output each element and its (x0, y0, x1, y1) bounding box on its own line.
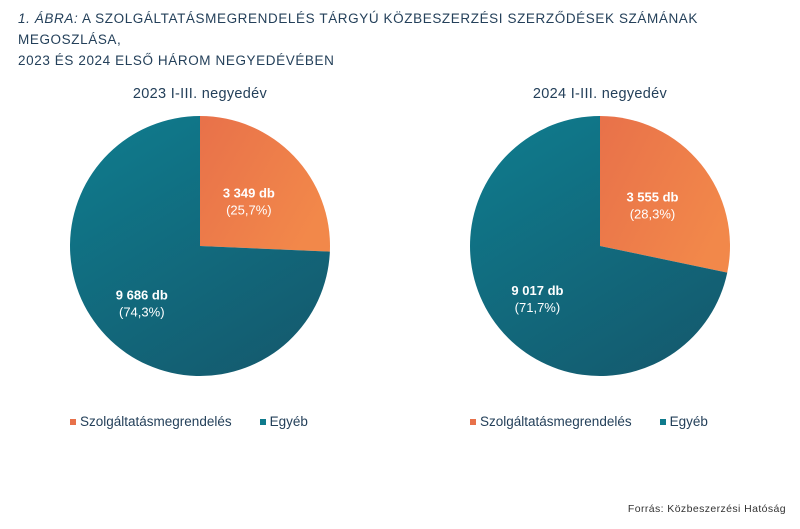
legend-swatch-other (659, 418, 666, 425)
legend-2024: Szolgáltatásmegrendelés Egyéb (470, 414, 708, 429)
source-note: Forrás: Közbeszerzési Hatóság (627, 503, 786, 515)
slice-count-label-service: 3 555 db (626, 189, 678, 204)
pie-slice-other (470, 116, 728, 376)
slice-count-label-service: 3 349 db (223, 185, 275, 200)
slice-count-label-other: 9 017 db (511, 283, 563, 298)
figure-title: 1. ábra: a szolgáltatásmegrendelés tárgy… (18, 8, 788, 71)
pie-slice-service (200, 116, 331, 252)
legend-swatch-service (470, 418, 476, 425)
figure-title-line-2: 2023 és 2024 első három negyedévében (18, 53, 335, 68)
slice-count-label-other: 9 686 db (116, 288, 168, 303)
legend-label-service: Szolgáltatásmegrendelés (480, 414, 632, 429)
pie-slice-other (70, 116, 330, 376)
chart-title-2023: 2023 I-III. negyedév (132, 86, 268, 102)
slice-percent-label-service: (28,3%) (630, 206, 676, 221)
legend-label-other: Egyéb (669, 414, 708, 429)
chart-title-2024: 2024 I-III. negyedév (532, 86, 668, 102)
pie-svg-2024: 3 555 db (28,3%) 9 017 db (71,7%) (470, 116, 730, 376)
legend-item-service: Szolgáltatásmegrendelés (70, 414, 232, 429)
pie-chart-2024: 2024 I-III. negyedév 3 555 db (28,3%) 9 01… (450, 86, 750, 446)
legend-label-service: Szolgáltatásmegrendelés (80, 414, 232, 429)
legend-swatch-other (259, 418, 266, 425)
pie-chart-2023: 2023 I-III. negyedév 3 349 db (25,7%) 9 68… (50, 86, 350, 446)
slice-percent-label-service: (25,7%) (226, 202, 272, 217)
legend-item-other: Egyéb (659, 414, 708, 429)
legend-label-other: Egyéb (269, 414, 308, 429)
legend-2023: Szolgáltatásmegrendelés Egyéb (70, 414, 308, 429)
figure-title-text: a szolgáltatásmegrendelés tárgyú közbesz… (18, 11, 699, 47)
legend-item-service: Szolgáltatásmegrendelés (470, 414, 632, 429)
pie-svg-2023: 3 349 db (25,7%) 9 686 db (74,3%) (70, 116, 331, 376)
pie-slice-service (600, 116, 730, 273)
figure-title-line-1: 1. ábra: a szolgáltatásmegrendelés tárgy… (18, 8, 788, 50)
slice-percent-label-other: (74,3%) (119, 305, 165, 320)
slice-percent-label-other: (71,7%) (515, 300, 561, 315)
figure-title-prefix: 1. ábra: (18, 11, 79, 26)
legend-item-other: Egyéb (259, 414, 308, 429)
legend-swatch-service (70, 418, 76, 425)
